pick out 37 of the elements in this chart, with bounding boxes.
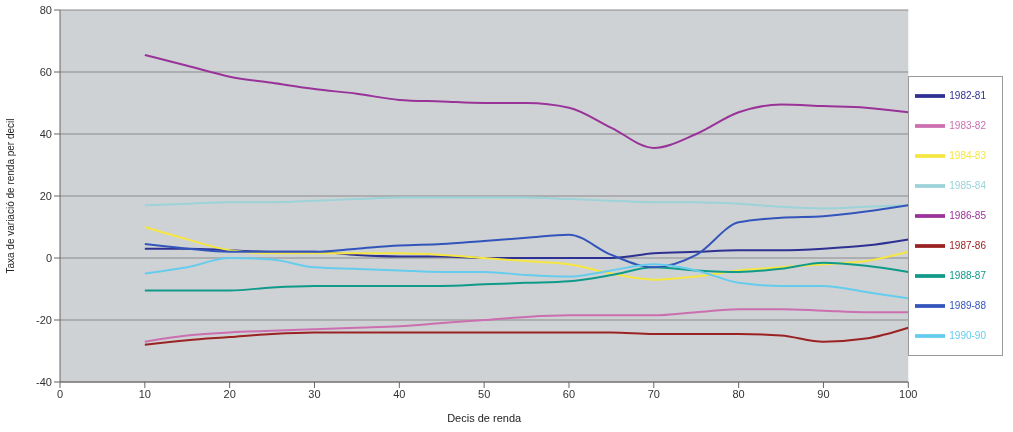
line-series [143,226,909,281]
y-tick-label: 0 [45,251,52,264]
x-axis-title: Decis de renda [447,412,523,424]
legend-label: 1983-82 [949,119,986,131]
line-series [143,257,909,300]
line-series [143,196,909,210]
y-tick-label: 20 [39,189,52,202]
legend-label: 1984-83 [949,149,986,161]
x-tick-label: 10 [138,387,151,400]
x-tick-label: 20 [223,387,236,400]
line-series [143,53,909,149]
x-tick-label: 0 [56,387,64,400]
legend-label: 1988-87 [949,269,986,281]
x-tick-label: 60 [562,387,576,400]
legend-label: 1989-88 [949,299,986,311]
line-series [143,308,909,343]
legend-label: 1986-85 [949,209,986,221]
x-tick-label: 30 [308,387,321,400]
y-tick-label: -20 [36,313,52,326]
y-tick-label: -40 [36,375,52,388]
x-tick-label: 80 [732,387,745,400]
x-tick-label: 50 [478,387,491,400]
y-axis-title: Taxa de variació de renda per decil [4,118,16,274]
line-series [143,261,909,292]
legend-label: 1985-84 [949,179,986,191]
y-tick-label: 40 [39,127,52,140]
x-tick-label: 40 [393,387,406,400]
line-series [143,326,909,346]
legend-label: 1990-90 [949,329,986,341]
x-tick-label: 90 [817,387,830,400]
y-tick-label: 80 [39,3,52,16]
line-series [143,204,909,269]
y-tick-label: 60 [39,65,52,78]
x-tick-label: 70 [647,387,660,400]
legend-label: 1982-81 [949,89,986,101]
legend-label: 1987-86 [949,239,986,251]
x-tick-label: 100 [899,387,918,400]
